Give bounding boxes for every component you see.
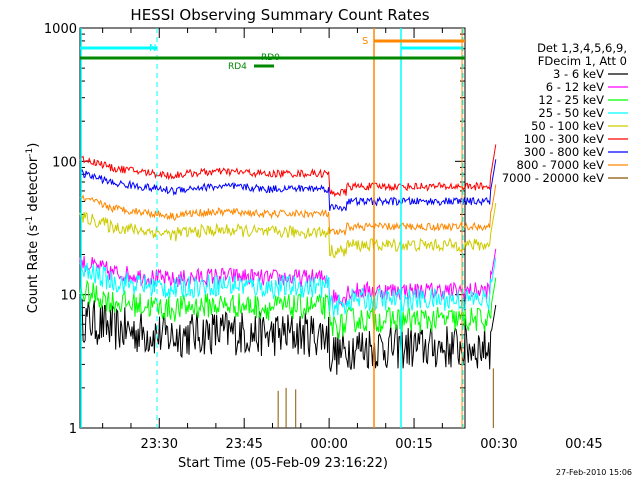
y-axis-label-sup2: -1: [25, 148, 35, 157]
x-tick-label: 00:45: [565, 437, 602, 452]
annotation-rd4: RD4: [228, 62, 247, 72]
y-axis-label: Count Rate (s-1 detector-1): [25, 143, 41, 314]
x-tick-label: 23:30: [141, 437, 178, 452]
series-line-6: [79, 159, 497, 212]
legend-label: 6 - 12 keV: [546, 80, 604, 94]
legend-label: 25 - 50 keV: [538, 106, 604, 120]
legend-label: 7000 - 20000 keV: [502, 171, 604, 185]
y-tick-label: 10: [60, 289, 77, 304]
legend-label: 3 - 6 keV: [553, 67, 604, 81]
y-tick-label: 1000: [44, 22, 77, 37]
plot-frame: [79, 27, 466, 429]
axis-ticks: 1 10 100 1000 23:30 23:45 00:00 00:15 00:30 00:45: [44, 22, 603, 452]
legend-header-line2: FDecim 1, Att 0: [538, 54, 627, 68]
y-axis-label-part1: Count Rate (s: [26, 225, 41, 314]
series-7000-20000-kev: [277, 368, 494, 428]
series-line-7: [79, 184, 497, 236]
y-tick-label: 1: [69, 422, 77, 437]
y-axis-label-part3: ): [26, 143, 41, 148]
x-tick-label: 00:15: [395, 437, 432, 452]
legend: Det 1,3,4,5,6,9, FDecim 1, Att 0 3 - 6 k…: [502, 41, 628, 185]
series-line-4: [79, 202, 497, 259]
x-tick-label: 00:30: [480, 437, 517, 452]
legend-label: 100 - 300 keV: [524, 132, 604, 146]
annotation-s: S: [362, 36, 368, 47]
series-layer: [79, 144, 497, 428]
x-tick-label: 23:45: [225, 437, 262, 452]
legend-label: 12 - 25 keV: [538, 93, 604, 107]
y-tick-label: 100: [52, 155, 77, 170]
annotation-n: N: [149, 43, 156, 54]
legend-header-line1: Det 1,3,4,5,6,9,: [537, 41, 627, 55]
legend-label: 50 - 100 keV: [531, 119, 604, 133]
annotation-layer: N S RD0 RD4: [80, 28, 465, 428]
series-line-5: [79, 144, 497, 198]
legend-label: 800 - 7000 keV: [516, 158, 604, 172]
y-axis-label-sup1: -1: [25, 216, 35, 225]
series-line-3: [79, 257, 497, 318]
x-axis-label: Start Time (05-Feb-09 23:16:22): [178, 456, 388, 471]
series-line-2: [79, 277, 497, 339]
footer-date: 27-Feb-2010 15:06: [556, 468, 632, 477]
annotation-rd0: RD0: [261, 53, 280, 63]
chart-title: HESSI Observing Summary Count Rates: [130, 6, 429, 24]
y-axis-label-part2: detector: [26, 156, 41, 216]
legend-label: 300 - 800 keV: [524, 145, 604, 159]
series-line-0: [79, 298, 497, 375]
x-tick-label: 00:00: [310, 437, 347, 452]
plot-border: [79, 27, 466, 429]
